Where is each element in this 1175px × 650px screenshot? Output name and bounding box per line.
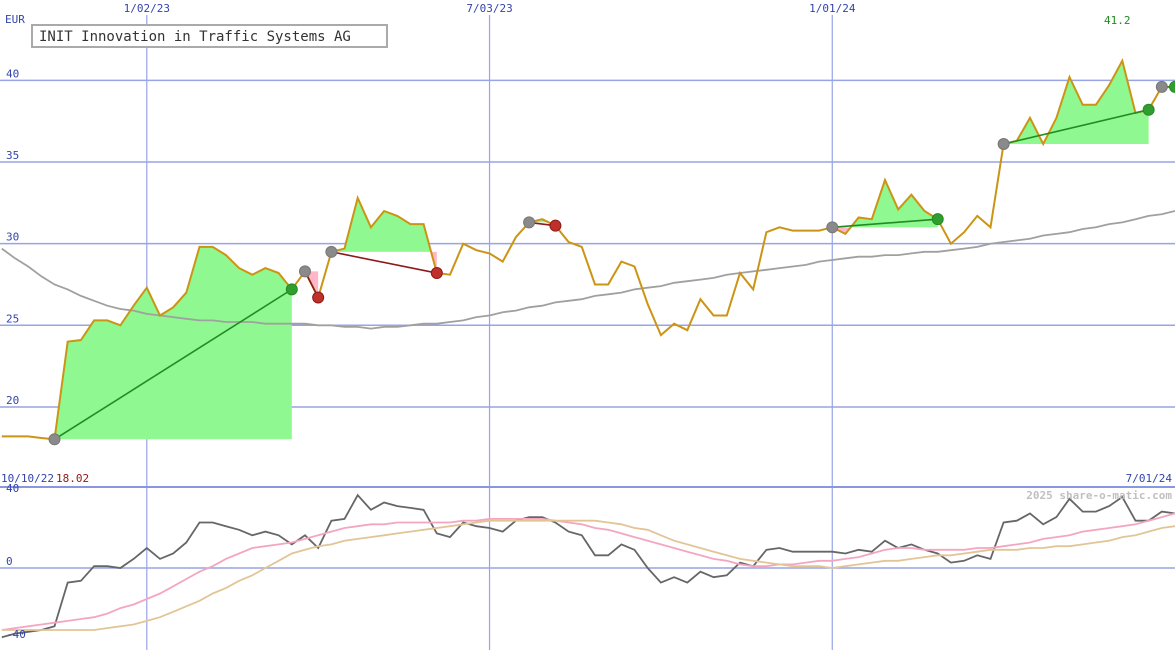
gain-area — [832, 179, 938, 228]
secondary-line — [1, 519, 1175, 631]
entry-marker — [48, 433, 61, 446]
y2-tick-label: -40 — [6, 628, 26, 641]
gain-area — [54, 246, 292, 440]
unit-label: EUR — [5, 13, 25, 26]
title-box — [31, 24, 388, 48]
y2-tick-label: 40 — [6, 482, 19, 495]
entry-marker — [325, 245, 338, 258]
gain-area — [331, 197, 437, 252]
trade-line — [832, 218, 938, 229]
plot — [1, 57, 1175, 639]
entry-marker — [298, 265, 311, 278]
exit-marker — [549, 219, 562, 232]
main-line — [1, 493, 1175, 639]
x-tick-label: 1/01/24 — [809, 2, 856, 15]
exit-marker — [931, 213, 944, 226]
exit-marker — [430, 267, 443, 280]
entry-marker — [523, 216, 536, 229]
trade-line — [1003, 108, 1149, 145]
moving-average — [1, 210, 1175, 330]
max-label: 41.2 — [1104, 14, 1131, 27]
y-tick-label: 40 — [6, 67, 19, 80]
x-tick-label: 7/03/23 — [466, 2, 512, 15]
entry-marker — [1155, 80, 1168, 93]
x-start-label: 10/10/22 — [1, 472, 54, 485]
x-tick-label: 1/02/23 — [124, 2, 170, 15]
exit-marker — [1142, 103, 1155, 116]
exit-marker — [285, 283, 298, 296]
watermark: 2025 share-o-matic.com — [1026, 489, 1172, 502]
trade-line — [54, 288, 293, 440]
entry-marker — [826, 221, 839, 234]
y-tick-label: 25 — [6, 312, 19, 325]
trade-line — [331, 251, 437, 274]
chart-title: INIT Innovation in Traffic Systems AG — [39, 29, 351, 45]
secondary-line — [1, 512, 1175, 631]
exit-marker — [1169, 80, 1175, 93]
min-label: 18.02 — [56, 472, 89, 485]
y2-tick-label: 0 — [6, 555, 13, 568]
y-tick-label: 30 — [6, 231, 19, 244]
price-line — [1, 57, 1175, 441]
x-end-label: 7/01/24 — [1126, 472, 1173, 485]
drop-area — [832, 227, 938, 234]
y-tick-label: 35 — [6, 149, 19, 162]
y-tick-label: 20 — [6, 394, 19, 407]
gain-area — [1003, 60, 1149, 145]
entry-marker — [997, 138, 1010, 151]
exit-marker — [312, 291, 325, 304]
